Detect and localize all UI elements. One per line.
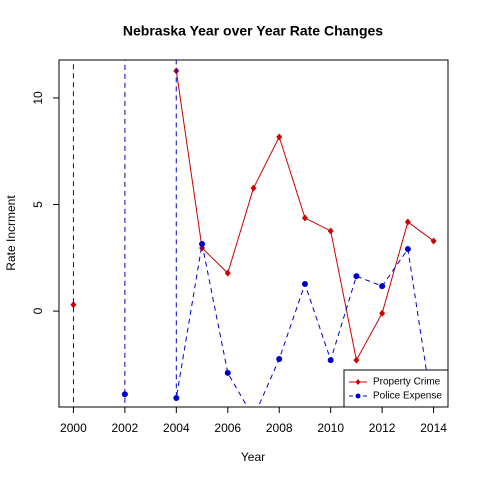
data-point (379, 309, 386, 317)
data-point (301, 281, 308, 288)
data-point (70, 52, 76, 58)
data-point (353, 273, 360, 280)
data-point (301, 214, 308, 222)
y-tick-label: 10 (31, 91, 45, 105)
data-point (327, 227, 334, 235)
data-point (121, 391, 128, 398)
y-axis-label: Rate Incrment (4, 195, 18, 271)
data-point (327, 357, 334, 364)
chart-title: Nebraska Year over Year Rate Changes (123, 23, 383, 39)
x-tick-label: 2004 (163, 421, 190, 435)
data-point (224, 369, 231, 376)
x-tick-label: 2008 (266, 421, 293, 435)
x-axis-label: Year (241, 450, 265, 464)
data-point (404, 218, 411, 226)
x-tick-label: 2006 (214, 421, 241, 435)
data-point (250, 184, 257, 192)
data-point (430, 237, 437, 245)
legend-label: Police Expense (373, 391, 442, 402)
data-point (276, 133, 283, 141)
y-tick-label: 5 (31, 201, 45, 208)
plot-area (70, 52, 437, 421)
data-point (276, 356, 283, 363)
x-tick-label: 2014 (420, 421, 447, 435)
data-point (173, 395, 180, 402)
data-point (379, 283, 386, 290)
y-tick-label: 0 (31, 307, 45, 314)
legend-box (343, 369, 449, 408)
data-point (70, 301, 77, 309)
x-tick-label: 2010 (317, 421, 344, 435)
data-point (353, 356, 360, 364)
legend-marker (355, 393, 361, 399)
legend-label: Property Crime (373, 377, 441, 388)
data-point (224, 269, 231, 277)
x-tick-label: 2012 (369, 421, 396, 435)
data-point (251, 415, 257, 421)
data-point (199, 240, 206, 247)
plot-frame (58, 59, 449, 408)
data-point (431, 415, 437, 421)
x-tick-label: 2000 (60, 421, 87, 435)
x-tick-label: 2002 (112, 421, 139, 435)
legend-marker (355, 379, 361, 385)
data-point (404, 246, 411, 253)
series-line (72, 60, 433, 407)
